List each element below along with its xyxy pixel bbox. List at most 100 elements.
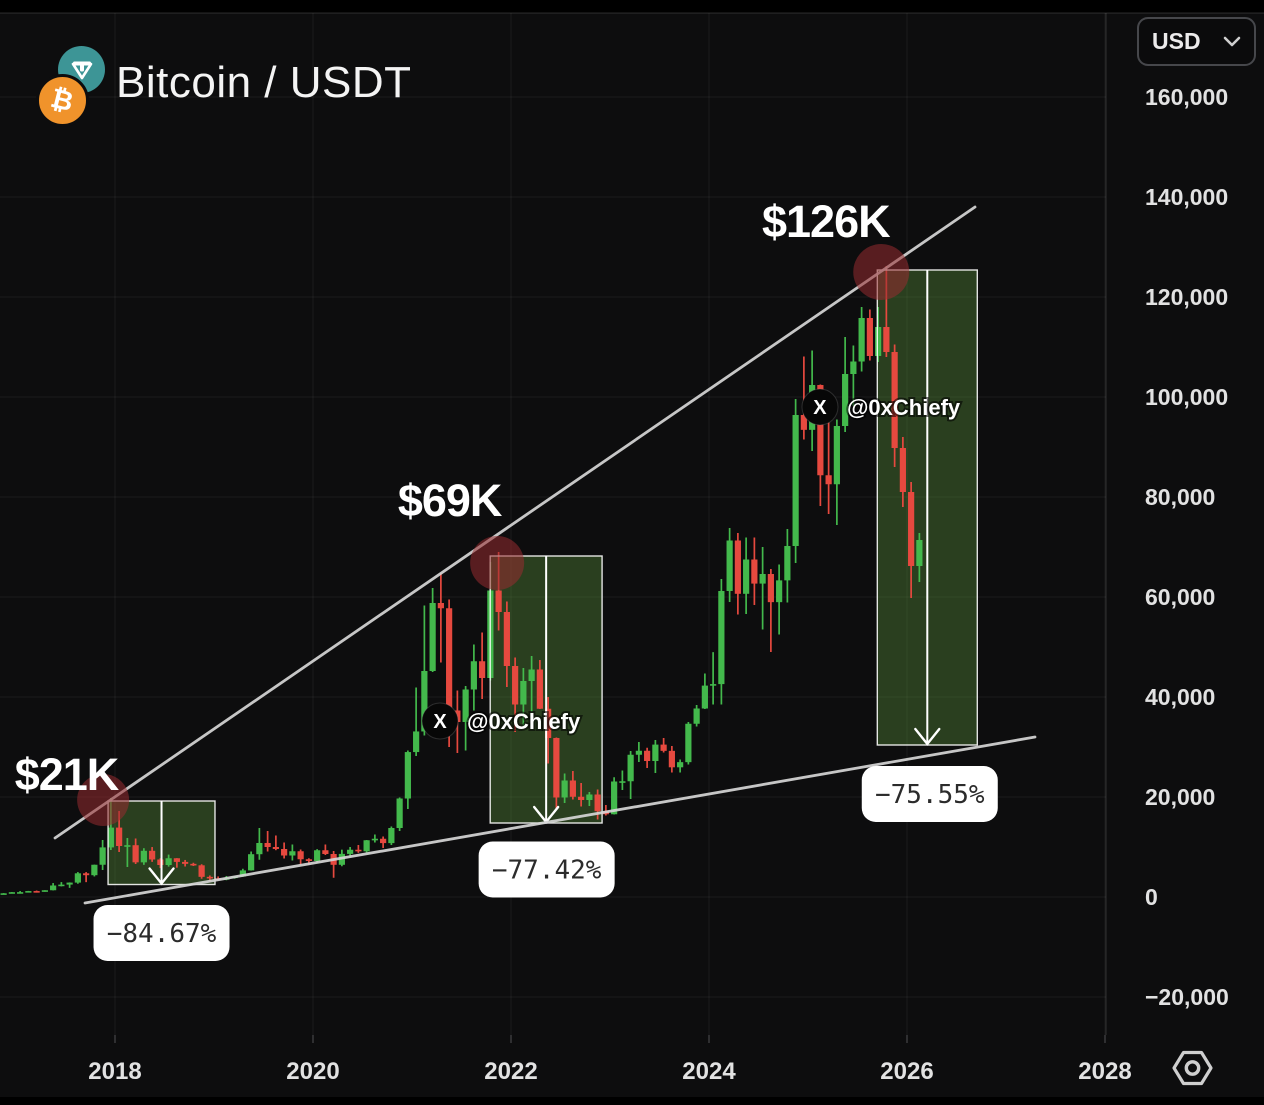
candle-up bbox=[421, 671, 428, 732]
candle-up bbox=[0, 893, 7, 895]
candle-up bbox=[8, 892, 15, 894]
candle-down bbox=[157, 859, 164, 865]
candle-up bbox=[586, 794, 593, 800]
candle-down bbox=[545, 708, 552, 738]
candle-up bbox=[50, 885, 57, 891]
candle-up bbox=[759, 574, 766, 584]
candle-up bbox=[858, 318, 865, 362]
price-axis-label: 140,000 bbox=[1145, 184, 1228, 210]
time-axis-label: 2018 bbox=[88, 1058, 141, 1085]
watermark: X @0xChiefy bbox=[801, 388, 963, 426]
tether-diamond-icon bbox=[71, 61, 93, 80]
candle-down bbox=[569, 780, 576, 797]
x-logo-icon bbox=[421, 702, 459, 740]
candle-up bbox=[396, 798, 403, 828]
candle-down bbox=[83, 873, 90, 876]
candle-down bbox=[825, 475, 832, 485]
drawdown-label: −84.67% bbox=[107, 919, 217, 949]
candle-down bbox=[182, 861, 189, 864]
price-axis-label: 40,000 bbox=[1145, 684, 1215, 710]
hexagon-logo-icon[interactable] bbox=[1172, 1050, 1213, 1086]
candle-up bbox=[652, 744, 659, 761]
candle-down bbox=[190, 863, 197, 866]
candle-up bbox=[404, 752, 411, 799]
candle-up bbox=[74, 873, 81, 883]
drawdown-label-box bbox=[861, 766, 998, 822]
candle-down bbox=[116, 827, 123, 846]
candle-down bbox=[578, 796, 585, 800]
candles-layer bbox=[0, 266, 923, 895]
hexagon-outline bbox=[1172, 1050, 1213, 1086]
candle-up bbox=[99, 847, 106, 865]
candle-down bbox=[198, 865, 205, 877]
candle-up bbox=[677, 762, 684, 768]
candle-down bbox=[644, 750, 651, 761]
candle-down bbox=[149, 850, 156, 860]
candle-up bbox=[850, 361, 857, 374]
pair-logo: ₿ bbox=[36, 42, 112, 127]
candle-down bbox=[446, 608, 453, 711]
candle-down bbox=[132, 845, 139, 863]
candle-down bbox=[800, 415, 807, 430]
candle-up bbox=[388, 828, 395, 844]
upper-resistance-trendline bbox=[53, 205, 977, 840]
candle-down bbox=[281, 849, 288, 856]
watermark: X @0xChiefy bbox=[421, 702, 583, 740]
arrow-down-icon bbox=[914, 727, 941, 746]
candle-down bbox=[437, 603, 444, 609]
candle-up bbox=[363, 840, 370, 852]
price-axis-label: −20,000 bbox=[1145, 984, 1229, 1010]
candle-down bbox=[817, 385, 824, 476]
drawdown-label: −77.42% bbox=[492, 856, 602, 886]
watermark-handle: @0xChiefy bbox=[847, 395, 961, 420]
page-title: Bitcoin / USDT bbox=[116, 58, 412, 107]
candle-down bbox=[33, 891, 40, 893]
candle-up bbox=[875, 327, 882, 356]
candle-up bbox=[256, 843, 263, 855]
chart-header: ₿ Bitcoin / USDT bbox=[36, 42, 412, 127]
candle-up bbox=[314, 850, 321, 861]
peak-price-label: $21K bbox=[15, 749, 120, 800]
candle-up bbox=[462, 689, 469, 722]
candle-up bbox=[520, 681, 527, 705]
peak-price-label: $126K bbox=[762, 196, 891, 247]
candle-up bbox=[710, 684, 717, 686]
candle-up bbox=[693, 708, 700, 724]
candle-up bbox=[701, 685, 708, 709]
candle-up bbox=[743, 559, 750, 594]
hexagon-inner-circle bbox=[1184, 1060, 1201, 1076]
price-axis-label: 160,000 bbox=[1145, 84, 1228, 110]
candle-up bbox=[58, 884, 65, 887]
candle-up bbox=[371, 838, 378, 841]
price-axis-label: 20,000 bbox=[1145, 784, 1215, 810]
peak-highlight-circle bbox=[853, 244, 910, 300]
candle-down bbox=[553, 738, 560, 798]
candle-up bbox=[916, 540, 923, 566]
candle-up bbox=[124, 845, 131, 847]
candle-down bbox=[536, 669, 543, 709]
candle-up bbox=[413, 731, 420, 753]
chevron-down-icon bbox=[1223, 36, 1241, 47]
drawdown-label: −75.55% bbox=[875, 780, 985, 810]
candle-down bbox=[660, 744, 667, 751]
candle-down bbox=[495, 590, 502, 612]
candle-up bbox=[718, 591, 725, 685]
candle-up bbox=[528, 669, 535, 681]
price-axis-label: 0 bbox=[1145, 884, 1158, 910]
lower-support-trendline bbox=[83, 735, 1037, 905]
time-axis-label: 2024 bbox=[682, 1058, 736, 1085]
currency-selector[interactable]: USD bbox=[1137, 17, 1256, 66]
peak-highlight-circle bbox=[470, 536, 525, 590]
candle-down bbox=[908, 492, 915, 566]
candle-up bbox=[91, 864, 98, 876]
candle-down bbox=[272, 847, 279, 849]
candle-up bbox=[347, 849, 354, 854]
candle-up bbox=[635, 750, 642, 755]
candle-up bbox=[429, 603, 436, 671]
candle-up bbox=[25, 891, 32, 893]
candle-down bbox=[206, 876, 213, 879]
candle-up bbox=[726, 540, 733, 591]
drawdown-label-box bbox=[93, 905, 230, 961]
